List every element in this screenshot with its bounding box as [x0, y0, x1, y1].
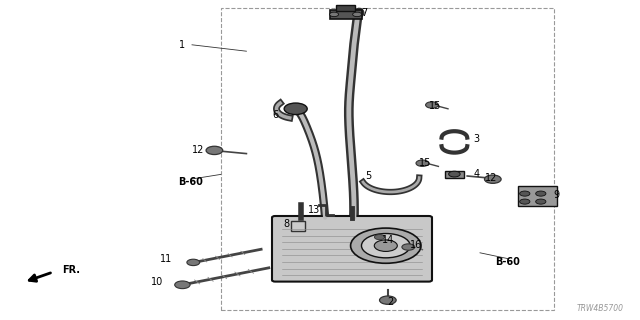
Text: FR.: FR. — [62, 265, 80, 275]
Text: 14: 14 — [382, 235, 395, 245]
Text: 5: 5 — [365, 171, 371, 181]
Circle shape — [449, 171, 460, 177]
Bar — [221, 8, 554, 310]
Text: TRW4B5700: TRW4B5700 — [577, 304, 624, 313]
Text: 13: 13 — [307, 204, 320, 215]
Text: B-60: B-60 — [495, 257, 520, 267]
Circle shape — [362, 234, 410, 258]
Circle shape — [520, 199, 530, 204]
Circle shape — [187, 259, 200, 266]
Text: 3: 3 — [474, 134, 480, 144]
Circle shape — [402, 244, 415, 250]
Circle shape — [374, 240, 397, 252]
Text: B-60: B-60 — [179, 177, 203, 188]
Circle shape — [536, 199, 546, 204]
Circle shape — [380, 296, 396, 304]
Circle shape — [351, 228, 421, 263]
Text: 4: 4 — [474, 169, 480, 180]
Circle shape — [520, 191, 530, 196]
Text: 11: 11 — [160, 254, 173, 264]
Bar — [369, 234, 390, 241]
Text: 7: 7 — [362, 8, 368, 18]
Bar — [336, 5, 355, 11]
Text: 16: 16 — [410, 240, 422, 250]
Text: 15: 15 — [419, 158, 432, 168]
Text: 12: 12 — [192, 145, 205, 156]
Text: 1: 1 — [179, 40, 186, 50]
Circle shape — [484, 175, 501, 183]
Bar — [291, 221, 305, 231]
Circle shape — [426, 102, 438, 108]
Circle shape — [330, 12, 339, 17]
Circle shape — [416, 160, 429, 166]
Text: 10: 10 — [150, 276, 163, 287]
Circle shape — [353, 12, 362, 17]
FancyBboxPatch shape — [272, 216, 432, 282]
Text: 6: 6 — [272, 110, 278, 120]
Text: 15: 15 — [429, 100, 442, 111]
Circle shape — [374, 235, 385, 240]
Text: 2: 2 — [387, 297, 394, 308]
Text: 8: 8 — [284, 219, 290, 229]
Circle shape — [206, 146, 223, 155]
Text: 12: 12 — [485, 172, 498, 183]
Circle shape — [175, 281, 190, 289]
Circle shape — [536, 191, 546, 196]
Text: 9: 9 — [554, 190, 560, 200]
Bar — [518, 186, 557, 206]
Bar — [330, 10, 362, 19]
Circle shape — [284, 103, 307, 115]
Bar — [445, 171, 464, 178]
